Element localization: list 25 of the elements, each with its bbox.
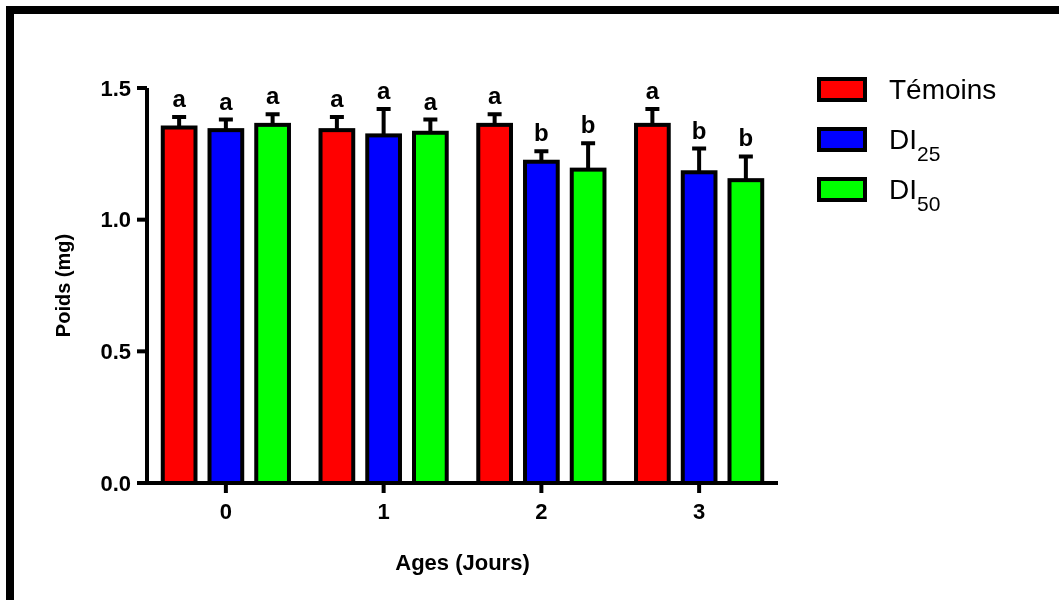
- x-tick-label: 1: [377, 499, 390, 524]
- y-tick-label: 0.5: [100, 339, 131, 365]
- legend-label: Témoins: [889, 73, 997, 105]
- data-label: a: [487, 82, 502, 110]
- data-label: b: [738, 124, 754, 152]
- data-label: a: [330, 84, 345, 112]
- x-tick-label: 0: [219, 499, 232, 524]
- data-label: a: [265, 82, 280, 110]
- legend-label: DI$_{50}$: [889, 173, 941, 215]
- data-label: b: [691, 116, 707, 144]
- data-label: a: [219, 87, 234, 115]
- x-tick-label: 2: [535, 499, 548, 524]
- data-label: b: [534, 119, 549, 147]
- data-label: a: [376, 77, 391, 105]
- data-label: a: [423, 87, 438, 115]
- x-axis-title: Ages (Jours): [395, 550, 530, 575]
- data-label: a: [172, 84, 187, 112]
- y-tick-label: 1.5: [100, 75, 131, 101]
- y-tick-label: 1.0: [100, 207, 131, 233]
- data-label: b: [580, 111, 596, 139]
- data-label: a: [645, 77, 660, 105]
- x-tick-label: 3: [693, 499, 706, 524]
- legend-label: DI$_{25}$: [889, 123, 941, 165]
- y-axis-title: Poids (mg): [52, 233, 74, 338]
- y-tick-label: 0.0: [100, 470, 131, 496]
